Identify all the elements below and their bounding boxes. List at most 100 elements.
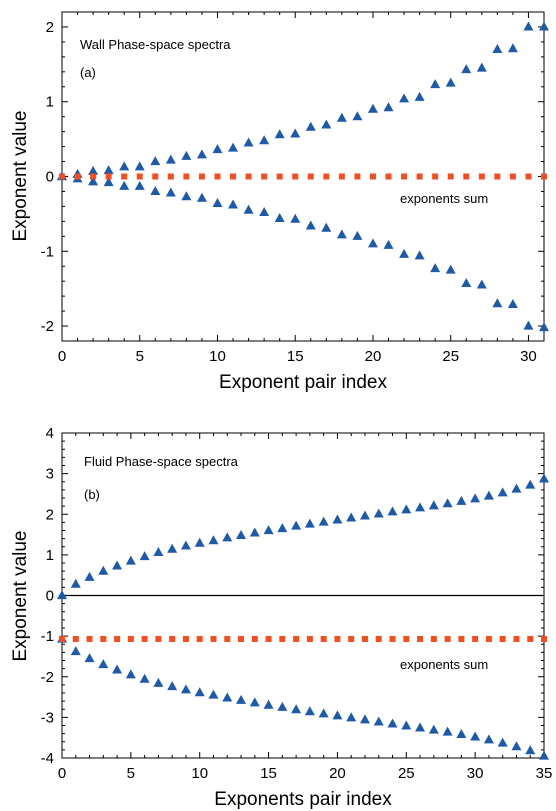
panel-a-exponent-point [367,238,378,248]
panel-a-exponent-point [539,21,549,31]
panel-b-exponent-point [153,677,164,687]
panel-a-ytick-label: -2 [41,318,54,335]
panel-a-exponent-point [212,198,223,208]
panel-b-sum-point [375,635,382,642]
panel-a-exponent-point [290,213,301,223]
panel-a-sum-point [136,173,143,180]
panel-b-exponent-point [167,543,178,553]
panel-a-exponent-point [165,154,176,164]
panel-a-sum-point [385,173,392,180]
panel-b-exponent-point [249,697,260,707]
panel-a-exponent-point [119,180,130,190]
panel-a-exponent-point [414,91,425,101]
panel-a-exponent-point [103,177,114,187]
panel-a-exponent-point [259,135,270,145]
panel-b-exponent-point [277,523,288,533]
panel-b-exponent-point [332,710,343,720]
panel-a-ytick-label: 1 [46,94,54,111]
panel-b-exponent-point [153,547,164,557]
panel-a-exponent-point [399,93,410,103]
panel-b-sum-point [293,635,300,642]
panel-b-exponent-point [415,502,426,512]
panel-a-sum-point [401,173,408,180]
panel-b-exponent-point [415,722,426,732]
panel-a-exponent-point [134,161,145,171]
panel-b-exponent-point [194,687,205,697]
panel-a-sum-point [432,173,439,180]
panel-b-exponent-point [304,518,315,528]
panel-a-exponent-point [196,149,207,159]
panel-a-exponent-point [492,43,503,53]
panel-a-sum-point [338,173,345,180]
panel-a-exponent-point [523,320,534,330]
panel-a-sum-point [292,173,299,180]
panel-b-exponent-point [497,737,508,747]
panel-b-sum-point [224,635,231,642]
panel-a-exponent-point [492,298,503,308]
panel-b-xtick-label: 25 [398,765,415,782]
panel-a-exponent-point [383,239,394,249]
panel-a-exponent-point [290,128,301,138]
panel-b-xtick-label: 15 [260,765,277,782]
panel-b-exponent-point [373,716,384,726]
panel-b-sum-point [100,635,107,642]
panel-b-sum-point [141,635,148,642]
panel-b-exponent-point [359,510,370,520]
panel-b-sum-point [430,635,437,642]
panel-a-sum-point [525,173,532,180]
panel-b-exponent-point [401,504,412,514]
panel-b-exponent-point [318,516,329,526]
panel-b-exponent-point [525,745,536,755]
panel-b-sum-point [59,635,65,642]
panel-b-ytick-label: -4 [41,750,54,767]
panel-a-exponent-point [430,263,441,273]
panel-b-exponent-point [442,726,453,736]
panel-a-exponent-point [321,222,332,232]
panel-a-exponent-point [461,278,472,288]
panel-a: Wall Phase-space spectra (a) exponents s… [10,11,549,393]
panel-a-sum-point [90,173,97,180]
panel-b-exponent-point [483,734,494,744]
panel-b-exponent-point [222,692,233,702]
panel-b-ytick-label: 3 [46,466,54,483]
panel-b-sum-point [458,635,465,642]
panel-b-exponent-point [84,571,95,581]
panel-a-xtick-label: 10 [209,348,226,365]
panel-a-xlabel: Exponent pair index [219,372,387,393]
panel-b-exponent-point [511,483,522,493]
panel-b-ytick-label: 4 [46,425,54,442]
panel-a-exponent-point [476,279,487,289]
panel-a-sum-point [509,173,516,180]
panel-b-exponent-point [98,659,109,669]
panel-b-exponent-point [483,490,494,500]
panel-b-ytick-label: -1 [41,628,54,645]
panel-b-exponent-point [470,731,481,741]
panel-a-sum-point [214,173,221,180]
panel-b-exponent-point [497,487,508,497]
panel-a-exponent-point [134,180,145,190]
panel-a-exponent-point [119,161,130,171]
panel-b-ytick-label: 2 [46,506,54,523]
panel-b-exponent-point [125,555,136,565]
panel-a-sum-point [416,173,423,180]
panel-b-exponent-point [470,493,481,503]
panel-b-label: (b) [84,487,100,502]
panel-a-exponent-point [243,137,254,147]
panel-a-exponent-point [212,144,223,154]
panel-a-exponent-point [274,212,285,222]
panel-b-sum-point [279,635,286,642]
panel-b-sum-point [210,635,217,642]
panel-a-exponent-point [445,77,456,87]
panel-b-exponent-point [208,689,219,699]
panel-a-ylabel: Exponent value [10,111,31,242]
panel-b-sum-point [127,635,134,642]
panel-a-sum-point [261,173,268,180]
panel-b-sum-point [196,635,203,642]
panel-a-exponent-point [181,150,192,160]
panel-a-exponent-point [507,298,518,308]
panel-b-xtick-label: 20 [329,765,346,782]
panel-b-sum-point [499,635,506,642]
panel-a-exponent-point [305,220,316,230]
panel-b-sum-point [251,635,258,642]
panel-b-exponent-point [304,706,315,716]
